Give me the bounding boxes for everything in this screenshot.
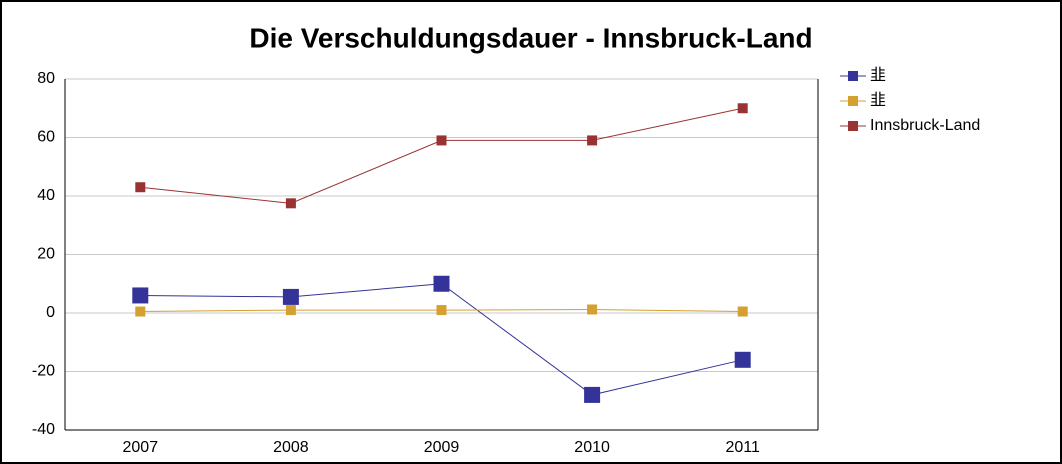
marker [135, 182, 146, 193]
legend-label: Innsbruck-Land [870, 117, 980, 134]
y-tick-label: 80 [37, 70, 55, 87]
x-tick-label: 2010 [574, 439, 610, 456]
y-tick-label: -40 [32, 421, 55, 438]
marker [285, 198, 296, 209]
marker [436, 305, 447, 316]
legend-marker [848, 96, 858, 106]
marker [737, 103, 748, 114]
legend-marker [848, 121, 858, 131]
y-tick-label: 20 [37, 246, 55, 263]
x-tick-label: 2007 [123, 439, 159, 456]
marker [132, 287, 149, 304]
x-tick-label: 2011 [725, 439, 760, 456]
marker [737, 306, 748, 317]
chart-title: Die Verschuldungsdauer - Innsbruck-Land [249, 22, 812, 53]
marker [587, 135, 598, 146]
marker [436, 135, 447, 146]
y-tick-label: -20 [32, 363, 55, 380]
marker [587, 304, 598, 315]
marker [135, 306, 146, 317]
y-tick-label: 0 [46, 304, 55, 321]
x-tick-label: 2008 [273, 439, 309, 456]
marker [584, 386, 601, 403]
y-tick-label: 40 [37, 187, 55, 204]
y-tick-label: 60 [37, 129, 55, 146]
marker [433, 275, 450, 292]
legend-label: 韭 [870, 66, 886, 84]
x-tick-label: 2009 [424, 439, 460, 456]
marker [285, 305, 296, 316]
marker [282, 288, 299, 305]
marker [734, 351, 751, 368]
legend-marker [848, 71, 858, 81]
legend-label: 韭 [870, 91, 886, 109]
